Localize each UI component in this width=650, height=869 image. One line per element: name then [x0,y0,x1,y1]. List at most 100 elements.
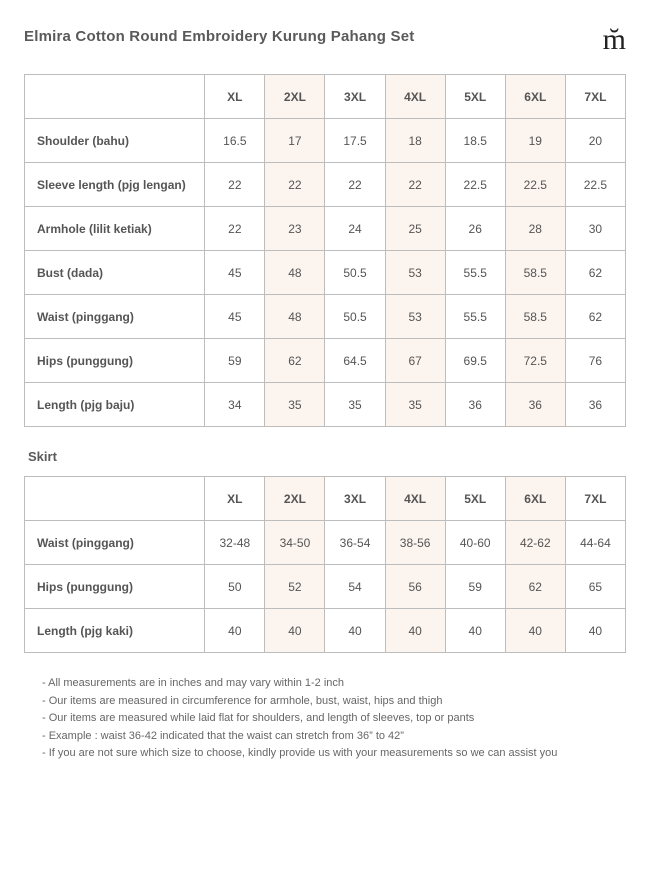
cell: 58.5 [505,295,565,339]
note-line: - Our items are measured in circumferenc… [42,693,626,711]
header-size: 4XL [385,477,445,521]
cell: 54 [325,565,385,609]
cell: 50.5 [325,251,385,295]
row-label: Shoulder (bahu) [25,119,205,163]
cell: 48 [265,295,325,339]
cell: 56 [385,565,445,609]
header-size: XL [205,477,265,521]
cell: 22.5 [505,163,565,207]
row-label: Waist (pinggang) [25,521,205,565]
cell: 69.5 [445,339,505,383]
cell: 22 [325,163,385,207]
table-header-row: XL 2XL 3XL 4XL 5XL 6XL 7XL [25,75,626,119]
header-size: 5XL [445,477,505,521]
header-size: 7XL [565,477,625,521]
cell: 17 [265,119,325,163]
cell: 36 [565,383,625,427]
cell: 36-54 [325,521,385,565]
row-label: Length (pjg baju) [25,383,205,427]
cell: 36 [445,383,505,427]
cell: 22 [205,163,265,207]
row-label: Hips (punggung) [25,565,205,609]
cell: 25 [385,207,445,251]
cell: 23 [265,207,325,251]
cell: 53 [385,295,445,339]
cell: 45 [205,251,265,295]
cell: 40 [565,609,625,653]
row-label: Length (pjg kaki) [25,609,205,653]
note-line: - Our items are measured while laid flat… [42,710,626,728]
row-label: Hips (punggung) [25,339,205,383]
cell: 64.5 [325,339,385,383]
cell: 76 [565,339,625,383]
cell: 40 [205,609,265,653]
cell: 48 [265,251,325,295]
cell: 19 [505,119,565,163]
note-line: - If you are not sure which size to choo… [42,745,626,763]
cell: 40 [265,609,325,653]
cell: 40 [385,609,445,653]
cell: 34-50 [265,521,325,565]
table-row: Waist (pinggang)32-4834-5036-5438-5640-6… [25,521,626,565]
table-row: Waist (pinggang)454850.55355.558.562 [25,295,626,339]
row-label: Armhole (lilit ketiak) [25,207,205,251]
table-row: Length (pjg kaki)40404040404040 [25,609,626,653]
cell: 18 [385,119,445,163]
cell: 16.5 [205,119,265,163]
header-size: XL [205,75,265,119]
cell: 35 [385,383,445,427]
cell: 22 [205,207,265,251]
note-line: - All measurements are in inches and may… [42,675,626,693]
cell: 45 [205,295,265,339]
size-table-top: XL 2XL 3XL 4XL 5XL 6XL 7XL Shoulder (bah… [24,74,626,427]
cell: 50.5 [325,295,385,339]
cell: 62 [265,339,325,383]
section-label-skirt: Skirt [28,449,626,464]
note-line: - Example : waist 36-42 indicated that t… [42,728,626,746]
table-header-row: XL 2XL 3XL 4XL 5XL 6XL 7XL [25,477,626,521]
cell: 35 [265,383,325,427]
cell: 59 [445,565,505,609]
brand-logo: m̆ [603,28,626,52]
cell: 18.5 [445,119,505,163]
cell: 38-56 [385,521,445,565]
cell: 40 [325,609,385,653]
header-size: 6XL [505,477,565,521]
cell: 34 [205,383,265,427]
header-blank [25,75,205,119]
table-row: Length (pjg baju)34353535363636 [25,383,626,427]
cell: 55.5 [445,295,505,339]
header-size: 3XL [325,75,385,119]
cell: 50 [205,565,265,609]
cell: 42-62 [505,521,565,565]
cell: 35 [325,383,385,427]
cell: 26 [445,207,505,251]
cell: 36 [505,383,565,427]
cell: 62 [505,565,565,609]
cell: 40 [445,609,505,653]
cell: 24 [325,207,385,251]
header-size: 2XL [265,75,325,119]
row-label: Sleeve length (pjg lengan) [25,163,205,207]
cell: 40 [505,609,565,653]
cell: 28 [505,207,565,251]
header-size: 3XL [325,477,385,521]
cell: 59 [205,339,265,383]
measurement-notes: - All measurements are in inches and may… [24,675,626,763]
cell: 72.5 [505,339,565,383]
size-table-skirt: XL 2XL 3XL 4XL 5XL 6XL 7XL Waist (pingga… [24,476,626,653]
table-row: Armhole (lilit ketiak)22232425262830 [25,207,626,251]
row-label: Bust (dada) [25,251,205,295]
table-row: Hips (punggung)50525456596265 [25,565,626,609]
cell: 22.5 [565,163,625,207]
cell: 30 [565,207,625,251]
table-row: Sleeve length (pjg lengan)2222222222.522… [25,163,626,207]
header-size: 4XL [385,75,445,119]
cell: 40-60 [445,521,505,565]
cell: 67 [385,339,445,383]
cell: 53 [385,251,445,295]
cell: 22.5 [445,163,505,207]
table-row: Shoulder (bahu)16.51717.51818.51920 [25,119,626,163]
cell: 44-64 [565,521,625,565]
header-blank [25,477,205,521]
